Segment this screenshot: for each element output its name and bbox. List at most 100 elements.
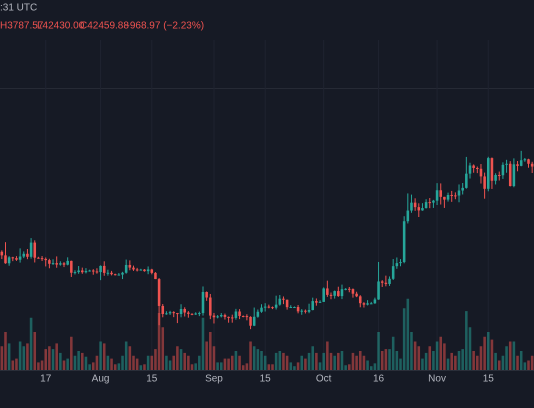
volume-bar	[432, 351, 435, 370]
candle-body	[417, 207, 421, 211]
candle-body	[512, 164, 516, 187]
candle-body	[424, 202, 428, 209]
candle-body	[271, 307, 274, 309]
volume-bar	[479, 346, 483, 370]
candle-body	[102, 265, 106, 273]
volume-bar	[351, 352, 355, 370]
candle-body	[121, 272, 124, 275]
volume-bar	[106, 355, 110, 370]
volume-bar	[362, 355, 366, 370]
volume-bar	[344, 365, 347, 370]
candle-body	[296, 307, 300, 312]
candle-body	[369, 303, 373, 305]
volume-bar	[95, 355, 99, 370]
candle-body	[337, 291, 340, 297]
candle-body	[29, 242, 33, 257]
candle-body	[139, 269, 143, 271]
x-tick-label: Nov	[428, 374, 446, 385]
volume-bar	[329, 352, 333, 370]
volume-bar	[380, 351, 384, 370]
volume-bar	[77, 351, 80, 370]
candle-body	[168, 312, 172, 314]
candle-body	[406, 210, 410, 222]
header-high: H3787.57	[0, 21, 44, 32]
candle-body	[183, 308, 186, 313]
candle-body	[479, 168, 483, 177]
volume-bar	[22, 346, 26, 370]
volume-bar	[358, 351, 362, 370]
volume-bar	[194, 363, 197, 370]
header-time: :31 UTC	[0, 3, 37, 14]
candle-body	[516, 164, 519, 166]
volume-bar	[84, 356, 88, 370]
volume-bar	[516, 355, 519, 370]
header-close: C42459.88	[80, 21, 129, 32]
candle-body	[190, 313, 194, 315]
candle-body	[421, 208, 424, 211]
volume-bar	[99, 341, 102, 370]
volume-bar	[391, 336, 395, 370]
volume-bar	[512, 341, 516, 370]
candle-body	[358, 296, 362, 304]
candle-body	[282, 298, 285, 300]
candle-body	[446, 195, 450, 200]
volume-bar	[201, 317, 205, 370]
candle-body	[380, 281, 384, 283]
candle-body	[209, 297, 212, 316]
volume-bar	[212, 346, 216, 370]
candle-body	[388, 278, 391, 284]
volume-bar	[33, 332, 37, 370]
candle-body	[124, 264, 128, 273]
volume-bar	[102, 343, 106, 370]
volume-bar	[124, 341, 128, 370]
volume-bar	[146, 355, 150, 370]
candle-body	[318, 301, 322, 303]
candle-body	[501, 164, 505, 176]
volume-bar	[88, 364, 91, 370]
x-tick-label: 15	[146, 374, 158, 385]
volume-bar	[245, 363, 249, 370]
candle-body	[26, 253, 29, 257]
volume-bar	[282, 352, 285, 370]
candle-body	[234, 311, 238, 318]
candle-body	[527, 159, 530, 164]
volume-bar	[198, 355, 201, 370]
volume-bar	[154, 349, 157, 370]
volume-bar	[435, 341, 439, 370]
volume-bar	[406, 298, 410, 370]
candle-body	[238, 311, 241, 316]
candle-body	[73, 272, 77, 274]
volume-bar	[399, 358, 402, 370]
volume-bar	[51, 349, 55, 370]
candle-body	[7, 257, 11, 264]
candle-body	[165, 313, 168, 315]
volume-bar	[135, 358, 139, 370]
volume-bar	[205, 341, 208, 370]
volume-bar	[318, 362, 322, 370]
volume-bar	[311, 346, 314, 370]
volume-bar	[483, 336, 486, 370]
candle-body	[77, 270, 80, 273]
volume-pane	[0, 298, 534, 370]
candle-body	[402, 221, 406, 263]
volume-bar	[384, 349, 388, 370]
candle-body	[366, 303, 369, 305]
volume-bar	[81, 352, 84, 370]
candle-body	[205, 291, 208, 298]
volume-bar	[348, 364, 351, 370]
volume-bar	[223, 358, 227, 370]
volume-bar	[241, 365, 245, 370]
candle-body	[494, 174, 497, 181]
volume-bar	[369, 366, 373, 370]
volume-bar	[519, 351, 523, 370]
candle-body	[454, 195, 457, 197]
candle-body	[391, 266, 395, 279]
candle-body	[410, 202, 413, 211]
volume-bar	[446, 358, 450, 370]
candle-body	[340, 289, 344, 297]
candle-body	[91, 270, 95, 272]
candle-body	[245, 316, 249, 318]
volume-bar	[230, 355, 234, 370]
